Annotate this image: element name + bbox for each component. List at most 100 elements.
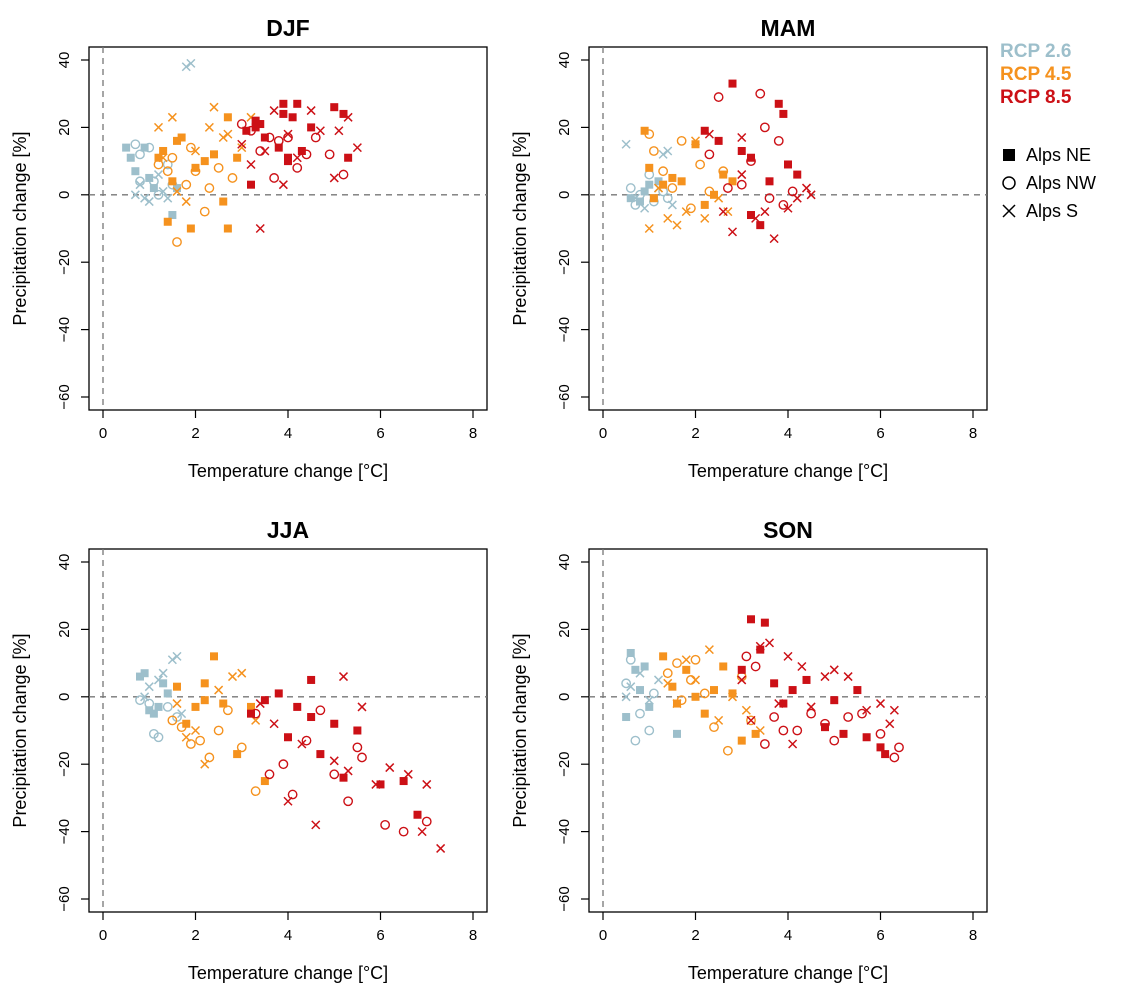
data-point-cross (788, 739, 798, 749)
data-point-circle (709, 722, 719, 733)
data-point-square (344, 153, 353, 162)
data-point-circle (185, 142, 196, 153)
data-point-cross (153, 122, 164, 132)
data-point-square (131, 167, 140, 176)
x-tick-label: 4 (784, 927, 792, 944)
data-point-cross (663, 213, 673, 223)
data-point-cross (269, 106, 279, 116)
data-point-cross (672, 699, 682, 709)
data-point-square (210, 652, 218, 661)
data-point-square (293, 702, 302, 711)
data-point-cross (681, 207, 691, 217)
data-point-cross (237, 668, 247, 678)
data-point-square (710, 190, 718, 199)
data-point-square (168, 211, 177, 220)
panel-son: 0 2 4 6 8 −60 −40 −20 0 20 40 SON Temperature change… (510, 517, 988, 983)
data-point-cross (658, 149, 668, 159)
data-point-circle (889, 752, 900, 763)
data-point-cross (741, 705, 751, 715)
data-point-square (307, 675, 316, 684)
data-point-circle (172, 237, 182, 247)
data-point-circle (181, 179, 192, 190)
data-point-circle (153, 159, 164, 170)
data-point-cross (186, 58, 196, 68)
data-point-cross (862, 705, 872, 715)
data-point-square (719, 170, 728, 179)
data-point-square (853, 686, 862, 695)
data-point-square (353, 726, 362, 735)
data-point-circle (635, 189, 645, 200)
data-point-circle (153, 189, 164, 200)
x-tick-label: 6 (376, 425, 384, 442)
x-tick-label: 2 (191, 425, 199, 442)
y-tick-label: −40 (56, 819, 73, 844)
data-point-circle (621, 678, 632, 689)
data-point-square (284, 157, 292, 166)
y-tick-label: −40 (556, 317, 573, 342)
data-point-square (279, 99, 288, 108)
data-point-cross (755, 641, 765, 651)
data-point-circle (759, 739, 770, 749)
data-point-circle (695, 159, 706, 170)
data-point-cross (681, 655, 691, 665)
data-point-cross (621, 139, 631, 149)
data-point-cross (635, 668, 645, 678)
data-point-circle (380, 819, 391, 830)
data-point-cross (343, 766, 353, 776)
data-point-square (186, 224, 195, 233)
data-point-square (376, 780, 385, 789)
data-point-square (307, 123, 316, 132)
data-point-cross (737, 170, 747, 180)
legend-region-ne: Alps NE (1000, 141, 1140, 169)
data-point-square (640, 662, 649, 671)
data-point-square (640, 187, 649, 196)
data-point-cross (644, 223, 654, 234)
data-point-circle (644, 725, 655, 736)
data-point-cross (690, 136, 701, 146)
data-point-circle (213, 725, 224, 736)
data-point-cross (140, 692, 150, 702)
data-point-square (645, 702, 654, 711)
data-point-circle (630, 735, 641, 746)
data-point-circle (130, 139, 141, 150)
data-point-circle (667, 183, 678, 193)
data-point-cross (764, 638, 775, 648)
data-point-cross (177, 709, 187, 719)
data-point-square (191, 702, 200, 711)
data-point-cross (204, 122, 214, 132)
data-point-circle (292, 162, 303, 173)
data-point-square (307, 713, 316, 722)
data-point-square (256, 120, 265, 129)
data-point-circle (746, 715, 756, 726)
data-point-cross (875, 699, 886, 709)
panel-title: MAM (761, 15, 816, 41)
data-point-circle (746, 156, 756, 167)
data-point-square (233, 750, 242, 759)
data-point-cross (630, 193, 640, 203)
data-point-circle (787, 186, 798, 197)
data-point-cross (255, 699, 265, 709)
legend-region-s: Alps S (1000, 197, 1140, 225)
data-point-cross (889, 705, 899, 715)
data-point-square (668, 682, 677, 691)
data-point-square (737, 146, 746, 155)
data-point-square (163, 689, 172, 698)
data-point-cross (311, 820, 321, 830)
y-tick-label: −60 (56, 384, 73, 409)
data-point-circle (778, 725, 789, 736)
data-point-circle (144, 698, 155, 709)
data-point-circle (773, 135, 784, 146)
data-point-circle (204, 752, 215, 763)
data-point-square (274, 143, 283, 152)
data-point-cross (357, 702, 367, 712)
legend-rcp-26: RCP 2.6 (1000, 41, 1072, 62)
data-point-square (233, 153, 242, 162)
y-tick-label: −40 (56, 317, 73, 342)
data-point-circle (792, 725, 803, 736)
data-point-square (200, 157, 209, 166)
data-point-cross (644, 695, 654, 705)
data-point-cross (663, 678, 673, 688)
legend: RCP 2.6 RCP 4.5 RCP 8.5 Alps NE Alps NW … (1000, 40, 1140, 225)
data-point-circle (750, 661, 761, 672)
y-tick-label: 20 (56, 621, 73, 638)
